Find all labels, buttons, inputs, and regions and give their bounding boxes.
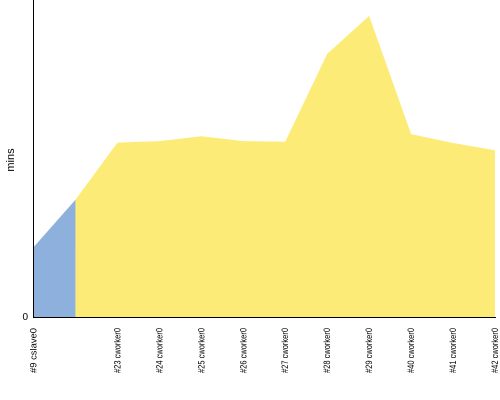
x-tick-label-4: #26 cworker0 — [238, 328, 248, 373]
x-tick-label-2: #24 cworker0 — [154, 328, 164, 373]
x-tick-label-5: #27 cworker0 — [280, 328, 290, 373]
x-tick-label-6: #28 cworker0 — [322, 328, 332, 373]
x-tick-labels: #9 cslave0 #23 cworker0 #24 cworker0 #25 cw… — [29, 328, 500, 373]
x-tick-label-1: #23 cworker0 — [112, 328, 122, 373]
x-tick-label-9: #41 cworker0 — [448, 328, 458, 373]
x-tick-label-10: #42 cworker0 — [490, 328, 500, 373]
area-series-slave — [33, 199, 76, 317]
x-tick-label-3: #25 cworker0 — [196, 328, 206, 373]
y-axis-label: mins — [5, 148, 17, 172]
x-tick-label-0: #9 cslave0 — [29, 328, 39, 373]
x-tick-label-7: #29 cworker0 — [364, 328, 374, 373]
y-tick-label-0: 0 — [22, 312, 28, 323]
x-tick-label-8: #40 cworker0 — [406, 328, 416, 373]
plot-area — [33, 15, 496, 317]
area-series-worker — [75, 15, 496, 317]
